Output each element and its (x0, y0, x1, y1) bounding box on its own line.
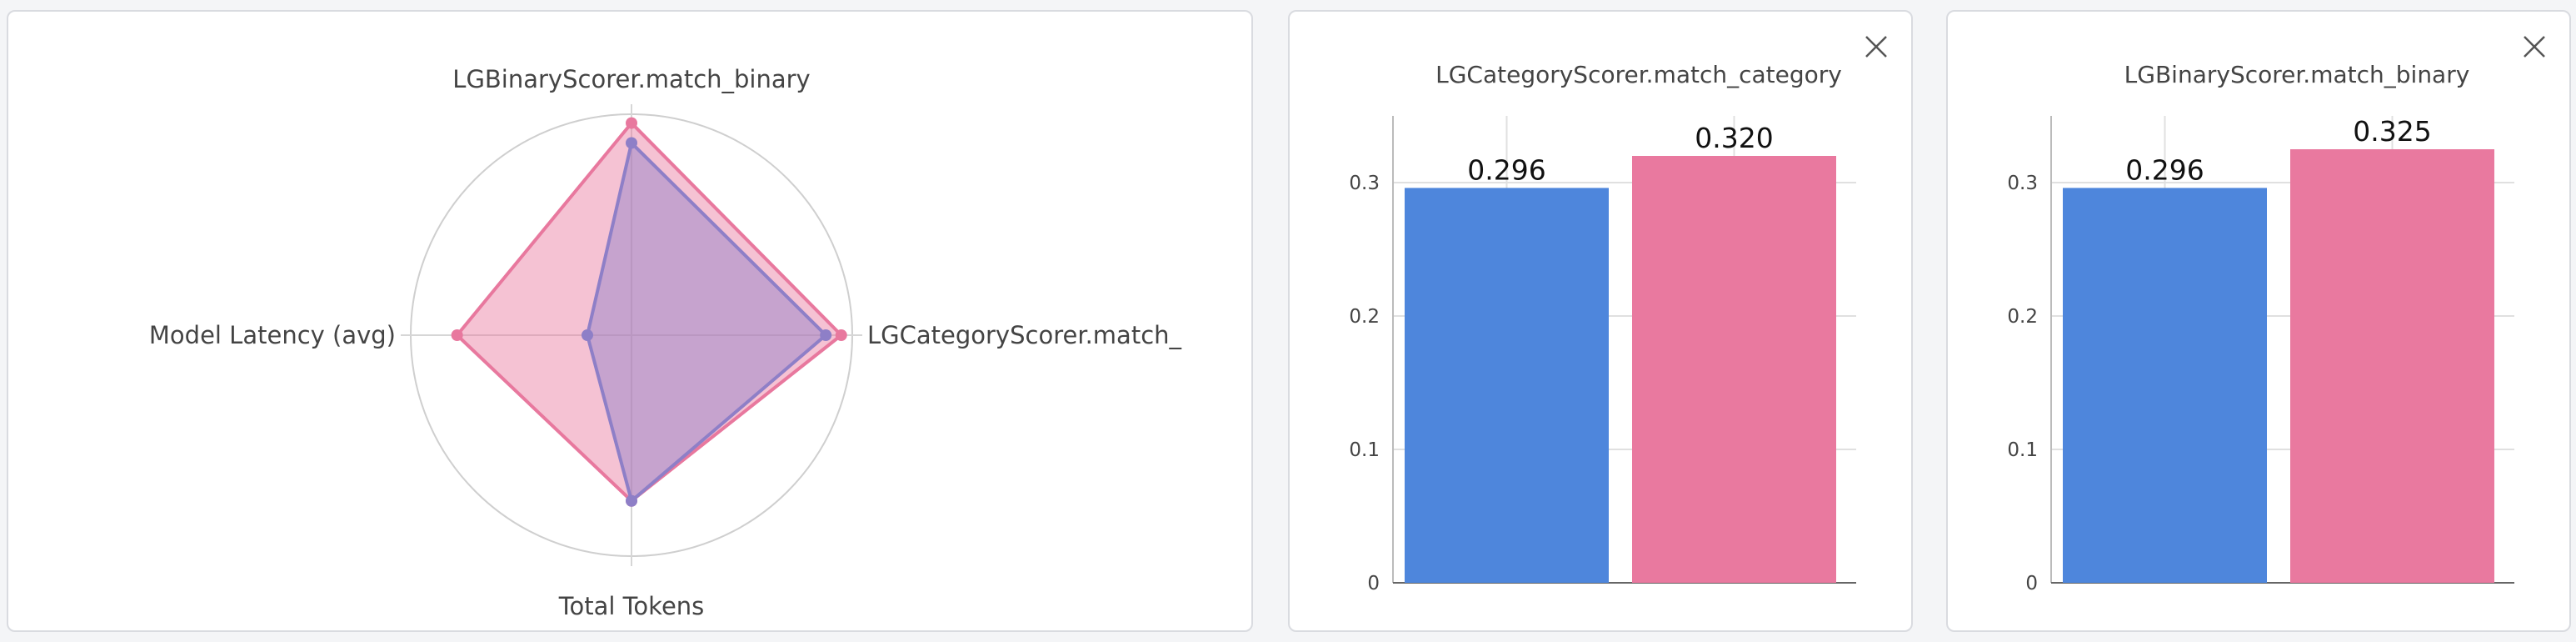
radar-point (451, 329, 463, 341)
y-tick-label: 0.1 (1349, 439, 1380, 461)
radar-point (820, 329, 832, 341)
bar-value-label: 0.325 (2353, 115, 2431, 148)
bar (1632, 156, 1836, 583)
y-tick-label: 0.2 (1349, 306, 1380, 328)
radar-axis-label: LGBinaryScorer.match_binary (452, 65, 810, 93)
bar-chart-card-binary: LGBinaryScorer.match_binary 0 0.1 0.2 0.3 0… (1946, 10, 2571, 632)
close-button[interactable] (2518, 30, 2551, 63)
bar-chart-category: LGCategoryScorer.match_category 0 0.1 0.2 0… (1349, 61, 1856, 594)
radar-axis-label: LGCategoryScorer.match_ (867, 321, 1182, 349)
radar-point (626, 137, 637, 149)
radar-axis-label: Total Tokens (558, 592, 705, 620)
radar-point (582, 329, 593, 341)
bar (2290, 149, 2494, 583)
close-icon (2524, 36, 2545, 58)
close-button[interactable] (1860, 30, 1893, 63)
radar-chart: LGBinaryScorer.match_binary LGCategorySc… (149, 65, 1182, 620)
radar-point (835, 329, 847, 341)
radar-chart-card: LGBinaryScorer.match_binary LGCategorySc… (7, 10, 1253, 632)
y-tick-label: 0.2 (2007, 306, 2038, 328)
radar-axis-label: Model Latency (avg) (149, 321, 396, 349)
bar (2063, 188, 2267, 583)
bar-value-label: 0.296 (2125, 153, 2204, 186)
bar-value-label: 0.296 (1467, 153, 1545, 186)
y-tick-label: 0.1 (2007, 439, 2038, 461)
y-tick-label: 0.3 (2007, 173, 2038, 194)
bar-value-label: 0.320 (1695, 122, 1773, 154)
chart-title: LGBinaryScorer.match_binary (2124, 61, 2470, 88)
close-icon (1865, 36, 1887, 58)
radar-point (626, 117, 637, 129)
chart-title: LGCategoryScorer.match_category (1435, 61, 1842, 88)
bar-chart-binary: LGBinaryScorer.match_binary 0 0.1 0.2 0.3 0… (2007, 61, 2514, 594)
y-tick-label: 0 (1367, 573, 1380, 594)
bar (1405, 188, 1609, 583)
y-tick-label: 0 (2025, 573, 2038, 594)
radar-point (626, 494, 637, 507)
y-tick-label: 0.3 (1349, 173, 1380, 194)
bar-chart-card-category: LGCategoryScorer.match_category 0 0.1 0.2 0… (1288, 10, 1913, 632)
